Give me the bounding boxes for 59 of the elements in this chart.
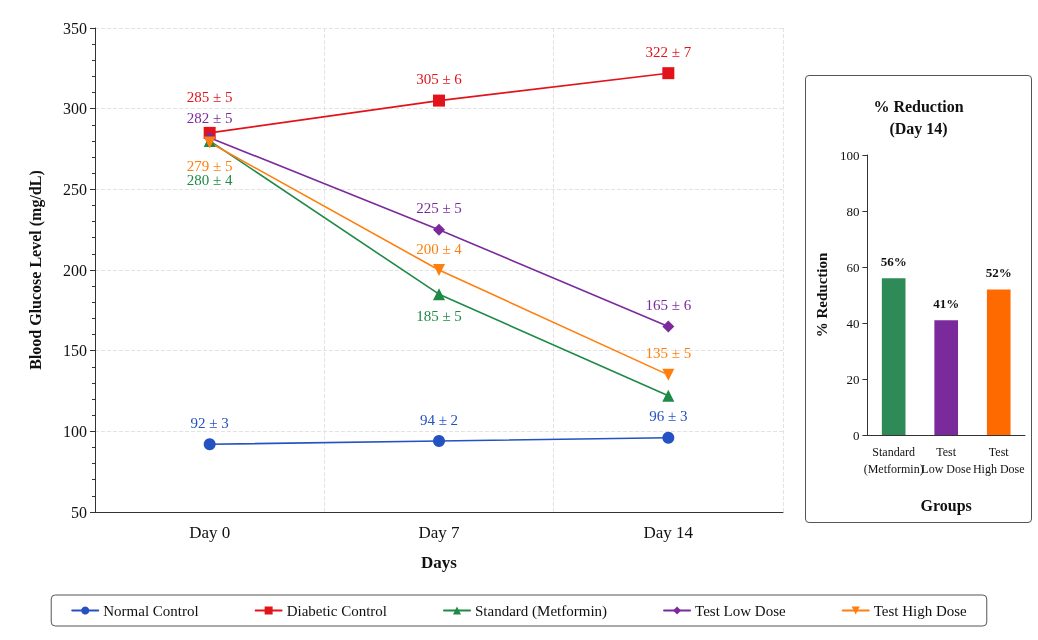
bar (881, 278, 906, 435)
data-label: 41% (933, 296, 960, 312)
y-tick-label: 250 (63, 180, 87, 198)
point (203, 438, 216, 451)
x-tick-label: Day 0 (189, 523, 231, 542)
x-axis-title: Groups (920, 496, 972, 515)
x-tick-label: Standard (Metformin) (863, 444, 924, 476)
y-tick-label: 80 (846, 203, 860, 219)
data-label: 285 ± 5 (186, 89, 233, 106)
data-label: 185 ± 5 (416, 307, 462, 324)
bar (934, 320, 959, 435)
point (433, 264, 445, 276)
data-label: 56% (880, 254, 907, 270)
data-label: 96 ± 3 (649, 408, 688, 425)
y-tick-label: 60 (846, 259, 860, 275)
data-label: 92 ± 3 (190, 414, 229, 431)
legend-label: Normal Control (103, 602, 199, 619)
data-label: 94 ± 2 (419, 411, 459, 428)
legend-label: Test Low Dose (695, 602, 787, 619)
chart-title: % Reduction (Day 14) (873, 97, 964, 138)
data-label: 52% (985, 265, 1012, 281)
y-axis-title: Blood Glucose Level (mg/dL) (26, 170, 45, 370)
y-tick-label: 100 (63, 422, 87, 440)
x-tick-label: Day 7 (418, 523, 461, 542)
data-label: 225 ± 5 (416, 200, 462, 217)
point (433, 223, 445, 236)
point (662, 320, 675, 333)
legend-label: Standard (Metformin) (475, 602, 608, 620)
y-tick-label: 150 (63, 342, 87, 360)
bar (986, 289, 1011, 435)
y-tick-label: 300 (63, 100, 87, 118)
point (662, 368, 675, 381)
y-tick-label: 50 (71, 503, 87, 521)
data-label: 279 ± 5 (186, 158, 233, 175)
y-tick-label: 100 (839, 147, 860, 163)
point (433, 288, 445, 301)
x-tick-label: Test High Dose (972, 444, 1025, 476)
x-tick-label: Day 14 (643, 523, 694, 542)
y-tick-label: 40 (846, 315, 860, 331)
data-label: 305 ± 6 (416, 71, 463, 88)
point (433, 94, 445, 107)
point (433, 435, 445, 448)
legend-label: Test High Dose (873, 602, 968, 619)
data-label: 165 ± 6 (645, 296, 692, 313)
y-tick-label: 0 (852, 427, 860, 443)
data-label: 282 ± 5 (186, 110, 233, 127)
point (662, 389, 675, 402)
y-tick-label: 350 (63, 19, 87, 37)
data-label: 322 ± 7 (645, 43, 692, 60)
point (662, 67, 675, 80)
data-label: 135 ± 5 (645, 345, 692, 362)
y-tick-label: 200 (63, 261, 87, 279)
x-axis-title: Days (421, 553, 458, 572)
data-label: 200 ± 4 (416, 240, 463, 257)
data-label: 280 ± 4 (186, 172, 234, 189)
y-axis-title: % Reduction (813, 252, 830, 338)
y-tick-label: 20 (846, 371, 860, 387)
point (662, 431, 675, 444)
legend-label: Diabetic Control (286, 602, 388, 619)
